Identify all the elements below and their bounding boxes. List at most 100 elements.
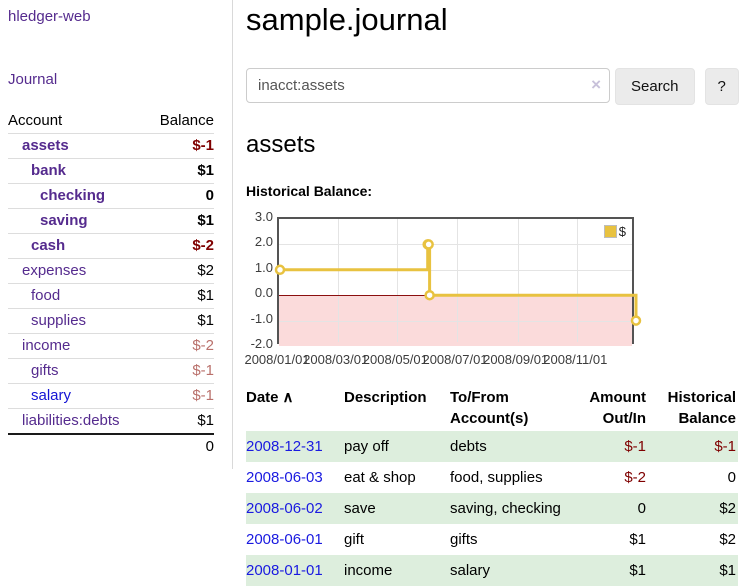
transaction-amount: $-1 xyxy=(624,438,646,455)
account-link-expenses[interactable]: expenses xyxy=(22,262,87,279)
x-axis-tick-label: 2008/01/01 xyxy=(244,352,310,367)
accounts-header-balance: Balance xyxy=(159,112,214,129)
transaction-date-link[interactable]: 2008-06-03 xyxy=(246,469,323,486)
account-balance: $-1 xyxy=(146,358,214,384)
transaction-row: 2008-06-01 gift gifts $1 $2 xyxy=(246,524,738,555)
gridline xyxy=(517,219,519,342)
accounts-header-account: Account xyxy=(8,112,63,129)
account-link-bank[interactable]: bank xyxy=(31,162,67,179)
account-balance: $-2 xyxy=(146,233,214,259)
transaction-description: income xyxy=(344,562,393,579)
account-link-gifts[interactable]: gifts xyxy=(31,362,59,379)
transaction-date-link[interactable]: 2008-06-01 xyxy=(246,531,323,548)
accounts-balance-table: Account Balance assets $-1 bank $1 checking 0… xyxy=(8,109,214,459)
account-row: gifts $-1 xyxy=(8,358,214,384)
main-content: sample.journal × Search ? assets Histori… xyxy=(233,0,741,586)
account-link-supplies[interactable]: supplies xyxy=(31,312,87,329)
account-balance: $-1 xyxy=(146,133,214,159)
page-title: sample.journal xyxy=(246,2,448,37)
transaction-amount: $-2 xyxy=(624,469,646,486)
y-axis-tick-label: 0.0 xyxy=(254,285,273,301)
brand-link[interactable]: hledger-web xyxy=(8,8,91,25)
account-link-liabilities-debts[interactable]: liabilities:debts xyxy=(22,412,120,429)
account-link-checking[interactable]: checking xyxy=(40,187,106,204)
account-balance: $2 xyxy=(146,258,214,284)
transaction-description: eat & shop xyxy=(344,469,416,486)
y-axis-tick-label: 2.0 xyxy=(254,234,273,250)
accounts-total-value: 0 xyxy=(146,433,214,459)
account-balance: $1 xyxy=(146,158,214,184)
y-axis-tick-label: 1.0 xyxy=(254,259,273,275)
transaction-row: 2008-06-02 save saving, checking 0 $2 xyxy=(246,493,738,524)
account-balance: $1 xyxy=(146,208,214,234)
account-row: supplies $1 xyxy=(8,308,214,334)
x-axis-tick-label: 2008/05/01 xyxy=(362,352,428,367)
y-axis-tick-label: -1.0 xyxy=(250,310,273,326)
chart-label: Historical Balance: xyxy=(246,183,373,199)
transaction-balance: $2 xyxy=(719,500,736,517)
account-heading: assets xyxy=(246,131,316,158)
transaction-row: 2008-01-01 income salary $1 $1 xyxy=(246,555,738,586)
legend-swatch-icon xyxy=(603,225,617,238)
y-axis-tick-label: 3.0 xyxy=(254,209,273,224)
account-balance: 0 xyxy=(146,183,214,209)
transaction-description: pay off xyxy=(344,438,389,455)
transaction-accounts: salary xyxy=(450,562,491,579)
account-balance: $-2 xyxy=(146,333,214,359)
account-link-income[interactable]: income xyxy=(22,337,71,354)
data-point xyxy=(423,239,434,250)
account-row: expenses $2 xyxy=(8,258,214,284)
gridline xyxy=(577,219,579,342)
account-balance: $-1 xyxy=(146,383,214,409)
sort-ascending-icon: ∧ xyxy=(282,389,294,406)
x-axis-tick-label: 2008/07/01 xyxy=(422,352,488,367)
transaction-date-link[interactable]: 2008-01-01 xyxy=(246,562,323,579)
historical-balance-chart: $ 3.0 2.0 1.0 0.0 -1.0 -2.0 2008/01/01 2008/03/… xyxy=(244,209,716,369)
account-row: saving $1 xyxy=(8,208,214,234)
transaction-description: save xyxy=(344,500,376,517)
balance-step-line xyxy=(274,239,642,326)
account-link-food[interactable]: food xyxy=(31,287,61,304)
account-row: assets $-1 xyxy=(8,133,214,159)
legend-label: $ xyxy=(618,224,626,239)
account-row: salary $-1 xyxy=(8,383,214,409)
transaction-accounts: debts xyxy=(450,438,487,455)
search-input[interactable] xyxy=(246,68,610,103)
sidebar: hledger-web Journal Account Balance asse… xyxy=(0,0,233,469)
account-link-cash[interactable]: cash xyxy=(31,237,66,254)
account-row: food $1 xyxy=(8,283,214,309)
account-balance: $1 xyxy=(146,408,214,434)
sidebar-item-journal[interactable]: Journal xyxy=(8,71,58,88)
data-point xyxy=(630,315,642,326)
register-header-date[interactable]: Date ∧ xyxy=(246,389,294,406)
transaction-date-link[interactable]: 2008-06-02 xyxy=(246,500,323,517)
gridline xyxy=(279,269,632,271)
transaction-balance: $1 xyxy=(719,562,736,579)
account-balance: $1 xyxy=(146,308,214,334)
transaction-date-link[interactable]: 2008-12-31 xyxy=(246,438,323,455)
account-row: income $-2 xyxy=(8,333,214,359)
transaction-description: gift xyxy=(344,531,365,548)
x-axis-tick-label: 2008/11/01 xyxy=(543,352,608,367)
transaction-balance: 0 xyxy=(727,469,736,486)
account-row: liabilities:debts $1 xyxy=(8,408,214,434)
register-table: Date ∧ Description To/From Account(s) Amo… xyxy=(246,385,738,586)
transaction-accounts: saving, checking xyxy=(450,500,561,517)
register-header-accounts: To/From Account(s) xyxy=(450,389,529,427)
transaction-row: 2008-06-03 eat & shop food, supplies $-2 0 xyxy=(246,462,738,493)
transaction-accounts: food, supplies xyxy=(450,469,543,486)
gridline xyxy=(337,219,339,342)
clear-search-icon[interactable]: × xyxy=(591,75,601,94)
data-point xyxy=(274,264,286,276)
search-button[interactable]: Search xyxy=(615,68,695,105)
transaction-amount: 0 xyxy=(637,500,646,517)
account-link-salary[interactable]: salary xyxy=(31,387,72,404)
help-button[interactable]: ? xyxy=(704,68,739,105)
account-row: checking 0 xyxy=(8,183,214,209)
register-header-row: Date ∧ Description To/From Account(s) Amo… xyxy=(246,385,738,431)
search-form: × Search ? xyxy=(246,68,741,105)
accounts-total-row: 0 xyxy=(8,433,214,459)
register-header-description: Description xyxy=(344,389,427,406)
account-link-saving[interactable]: saving xyxy=(40,212,88,229)
account-link-assets[interactable]: assets xyxy=(22,137,69,154)
